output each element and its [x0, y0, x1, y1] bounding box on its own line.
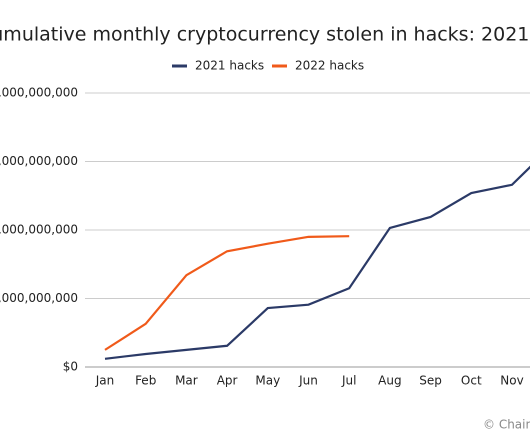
- source: © Chainalysis: [483, 418, 530, 432]
- y-tick-label: $0: [63, 360, 78, 374]
- y-tick-label: $2,000,000,000: [0, 223, 78, 237]
- y-tick-label: $3,000,000,000: [0, 154, 78, 168]
- y-tick-label: $1,000,000,000: [0, 291, 78, 305]
- legend-label: 2021 hacks: [195, 59, 264, 73]
- x-tick-label: Sep: [419, 374, 442, 388]
- x-tick-label: Oct: [461, 374, 482, 388]
- x-tick-label: Jun: [298, 374, 318, 388]
- series-line: [104, 165, 530, 360]
- x-tick-label: Nov: [500, 374, 523, 388]
- x-tick-label: Feb: [135, 374, 156, 388]
- chart-title: Cumulative monthly cryptocurrency stolen…: [0, 24, 530, 46]
- y-tick-label: $4,000,000,000: [0, 86, 78, 100]
- x-tick-label: Apr: [217, 374, 238, 388]
- x-tick-label: Mar: [175, 374, 198, 388]
- x-tick-label: Aug: [378, 374, 401, 388]
- x-tick-label: Jul: [341, 374, 356, 388]
- series-line: [104, 235, 350, 351]
- legend-label: 2022 hacks: [295, 59, 364, 73]
- x-tick-label: Jan: [95, 374, 115, 388]
- x-tick-label: May: [255, 374, 280, 388]
